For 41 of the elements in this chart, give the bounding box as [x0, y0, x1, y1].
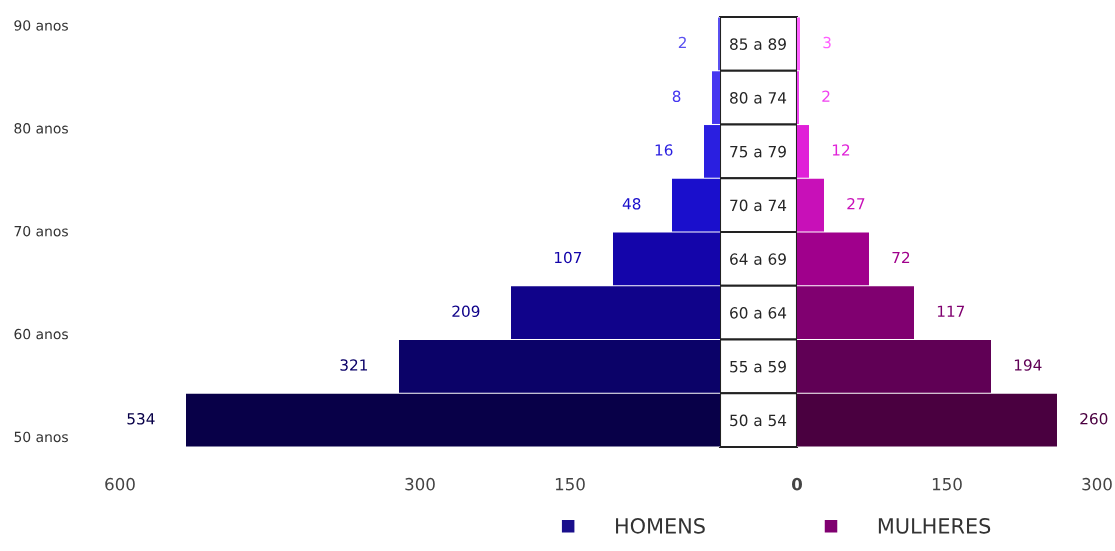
data-label: 72: [892, 251, 910, 264]
data-label: 2: [678, 36, 686, 49]
y-tick-label: 50 a 54: [730, 414, 787, 427]
data-label: 2: [822, 90, 830, 102]
data-label: 534: [127, 413, 155, 425]
data-label: 209: [452, 305, 480, 318]
bar: [797, 125, 809, 178]
data-label: 3: [823, 36, 831, 49]
y-tick-label: 60 a 64: [730, 307, 787, 319]
data-label: 194: [1014, 359, 1042, 371]
x-tick-label: 150: [932, 477, 962, 491]
bar: [797, 17, 800, 71]
y-tick-label: 75 a 79: [730, 145, 786, 158]
legend-label: HOMENS: [616, 517, 705, 534]
data-label: 16: [655, 144, 673, 156]
y-tick-label: 55 a 59: [730, 360, 786, 373]
x-tick-label: 300: [405, 477, 435, 491]
data-label: 107: [554, 251, 582, 264]
legend-label: MULHERES: [878, 517, 991, 534]
y-tick-label: 85 a 89: [730, 38, 786, 50]
y2-tick-label: 60 anos: [14, 328, 68, 340]
y2-tick-label: 50 anos: [14, 431, 68, 443]
bar: [712, 71, 720, 124]
y-tick-label: 64 a 69: [730, 253, 786, 265]
y2-tick-label: 90 anos: [14, 20, 68, 31]
y-tick-label: 70 a 74: [730, 199, 787, 212]
x-tick-label: 150: [555, 477, 585, 491]
data-label: 8: [672, 90, 681, 103]
data-label: 12: [832, 144, 850, 156]
y2-tick-label: 70 anos: [14, 225, 68, 237]
bar: [704, 125, 720, 178]
data-label: 117: [937, 305, 965, 317]
data-label: 321: [340, 359, 368, 371]
data-label: 27: [847, 198, 865, 210]
x-tick-label: 0: [792, 477, 802, 491]
y2-tick-label: 80 anos: [14, 123, 68, 134]
data-label: 48: [622, 198, 641, 210]
x-tick-label: 300: [1082, 477, 1112, 491]
y-tick-label: 80 a 74: [730, 92, 787, 104]
x-tick-label: 600: [105, 477, 135, 491]
data-label: 260: [1080, 413, 1108, 425]
